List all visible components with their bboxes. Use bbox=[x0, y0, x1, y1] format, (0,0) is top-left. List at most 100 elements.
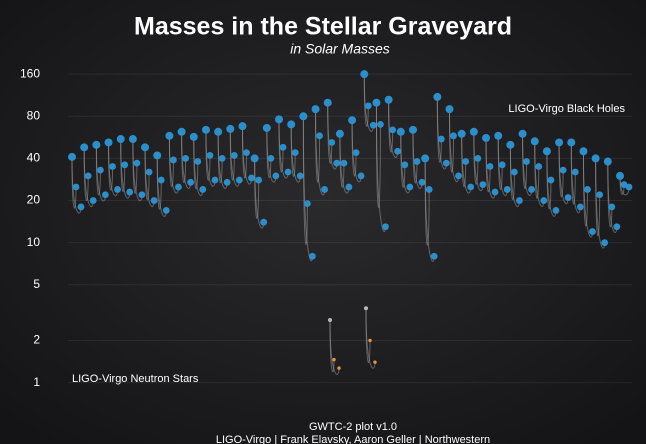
remnant-point bbox=[396, 127, 405, 136]
footer-line: LIGO-Virgo | Frank Elavsky, Aaron Geller… bbox=[216, 434, 490, 444]
progenitor-point bbox=[486, 163, 494, 170]
progenitor-point bbox=[291, 149, 299, 157]
progenitor-point bbox=[596, 191, 604, 199]
remnant-point bbox=[372, 98, 381, 107]
remnant-point bbox=[364, 306, 368, 311]
remnant-point bbox=[165, 131, 174, 140]
remnant-point bbox=[116, 135, 125, 144]
progenitor-point bbox=[584, 186, 591, 193]
progenitor-point bbox=[516, 197, 523, 204]
remnant-point bbox=[80, 143, 89, 152]
remnant-point bbox=[328, 318, 332, 323]
progenitor-point bbox=[211, 176, 219, 184]
y-tick-label: 80 bbox=[27, 108, 41, 122]
progenitor-point bbox=[389, 126, 397, 134]
progenitor-point bbox=[559, 166, 567, 174]
progenitor-point bbox=[425, 186, 433, 193]
progenitor-point bbox=[340, 159, 348, 167]
progenitor-point bbox=[608, 203, 616, 211]
progenitor-point bbox=[523, 158, 530, 165]
progenitor-point bbox=[491, 188, 499, 196]
progenitor-point bbox=[255, 176, 263, 184]
remnant-point bbox=[335, 129, 344, 138]
progenitor-point bbox=[406, 183, 414, 191]
remnant-point bbox=[408, 125, 417, 134]
progenitor-point bbox=[279, 143, 287, 151]
remnant-point bbox=[189, 132, 198, 141]
progenitor-point bbox=[89, 197, 97, 204]
progenitor-point bbox=[121, 161, 129, 169]
progenitor-point bbox=[321, 186, 328, 193]
y-tick-label: 10 bbox=[27, 235, 41, 249]
progenitor-point bbox=[162, 207, 170, 214]
remnant-point bbox=[360, 70, 369, 79]
progenitor-point bbox=[437, 135, 445, 143]
progenitor-point bbox=[194, 158, 202, 165]
progenitor-point bbox=[175, 183, 182, 191]
remnant-point bbox=[275, 115, 284, 124]
progenitor-point bbox=[157, 176, 165, 184]
progenitor-point bbox=[369, 121, 377, 129]
remnant-point bbox=[469, 127, 478, 136]
progenitor-point bbox=[223, 178, 231, 186]
progenitor-point bbox=[613, 223, 621, 231]
progenitor-point bbox=[498, 161, 506, 169]
progenitor-point bbox=[418, 178, 426, 186]
progenitor-point bbox=[571, 168, 579, 176]
progenitor-point bbox=[101, 191, 109, 199]
progenitor-point bbox=[564, 194, 572, 201]
progenitor-point bbox=[394, 147, 402, 155]
progenitor-point bbox=[535, 163, 543, 170]
merger-connector bbox=[365, 308, 376, 369]
remnant-point bbox=[141, 143, 150, 152]
progenitor-point bbox=[462, 158, 470, 165]
y-tick-label: 5 bbox=[33, 277, 40, 291]
progenitor-point bbox=[272, 172, 280, 180]
progenitor-point bbox=[303, 200, 311, 208]
progenitor-point bbox=[479, 181, 487, 188]
progenitor-point bbox=[114, 186, 121, 193]
progenitor-point bbox=[248, 174, 255, 182]
remnant-point bbox=[421, 154, 430, 163]
remnant-point bbox=[201, 125, 210, 134]
remnant-point bbox=[555, 138, 564, 147]
remnant-point bbox=[226, 124, 235, 133]
progenitor-point bbox=[126, 188, 134, 196]
progenitor-point bbox=[150, 197, 158, 204]
remnant-point bbox=[128, 135, 137, 144]
progenitor-point bbox=[308, 252, 316, 260]
progenitor-point bbox=[333, 159, 341, 167]
progenitor-point bbox=[316, 132, 323, 140]
progenitor-point bbox=[170, 156, 177, 164]
y-tick-label: 20 bbox=[27, 193, 41, 207]
progenitor-point bbox=[601, 239, 609, 247]
progenitor-point bbox=[284, 168, 292, 176]
y-tick-label: 40 bbox=[27, 151, 41, 165]
progenitor-point bbox=[442, 159, 450, 167]
remnant-point bbox=[506, 140, 515, 149]
remnant-point bbox=[262, 123, 271, 132]
remnant-point bbox=[433, 92, 442, 101]
progenitor-point bbox=[450, 132, 457, 140]
legend-label: LIGO-Virgo Neutron Stars bbox=[72, 373, 199, 385]
progenitor-point bbox=[552, 207, 560, 214]
merger-connector bbox=[302, 116, 313, 262]
remnant-point bbox=[238, 122, 247, 131]
remnant-point bbox=[494, 131, 503, 140]
progenitor-point bbox=[206, 152, 214, 159]
progenitor-point bbox=[511, 168, 518, 176]
y-tick-label: 2 bbox=[33, 333, 40, 347]
chart-subtitle: in Solar Masses bbox=[290, 41, 390, 57]
progenitor-point bbox=[352, 149, 360, 157]
remnant-point bbox=[214, 127, 223, 136]
progenitor-point bbox=[345, 183, 353, 191]
progenitor-point bbox=[364, 102, 372, 110]
progenitor-point bbox=[145, 168, 153, 176]
progenitor-point bbox=[84, 172, 92, 180]
remnant-point bbox=[445, 105, 454, 114]
progenitor-point bbox=[187, 178, 195, 186]
remnant-point bbox=[68, 152, 76, 161]
progenitor-point bbox=[540, 197, 548, 204]
remnant-point bbox=[616, 171, 624, 180]
